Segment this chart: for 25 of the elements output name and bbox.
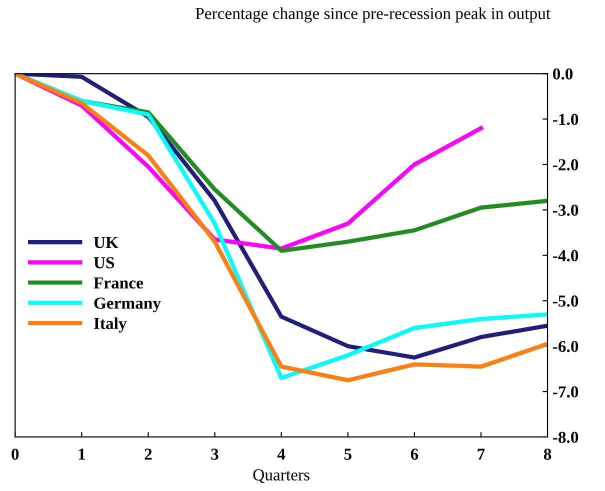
legend-label: Italy — [94, 317, 127, 332]
y-tick-label: -8.0 — [552, 432, 578, 444]
x-tick-label: 5 — [344, 448, 352, 460]
x-tick-label: 1 — [78, 448, 85, 460]
legend-label: Germany — [94, 298, 161, 312]
x-tick-label: 2 — [144, 448, 152, 460]
y-tick-label: -7.0 — [552, 386, 578, 398]
y-tick-label: -6.0 — [552, 340, 578, 352]
x-tick-label: 6 — [410, 448, 418, 460]
x-axis-title: Quarters — [253, 469, 310, 484]
y-tick-label: -2.0 — [552, 159, 578, 171]
x-tick-label: 7 — [478, 448, 485, 460]
y-axis-title: Percentage change since pre-recession peak in output — [196, 7, 550, 23]
y-tick-label: -3.0 — [552, 204, 578, 216]
x-tick-label: 3 — [211, 448, 218, 460]
x-tick-label: 8 — [544, 448, 552, 460]
legend-label: US — [94, 257, 114, 268]
y-tick-label: 0.0 — [553, 68, 573, 80]
legend-label: UK — [94, 237, 118, 248]
x-tick-label: 4 — [277, 448, 286, 460]
legend-label: France — [94, 277, 144, 289]
y-tick-label: -4.0 — [552, 250, 578, 262]
y-tick-label: -5.0 — [552, 295, 578, 307]
y-tick-label: -1.0 — [552, 114, 578, 126]
x-tick-label: 0 — [12, 448, 19, 460]
